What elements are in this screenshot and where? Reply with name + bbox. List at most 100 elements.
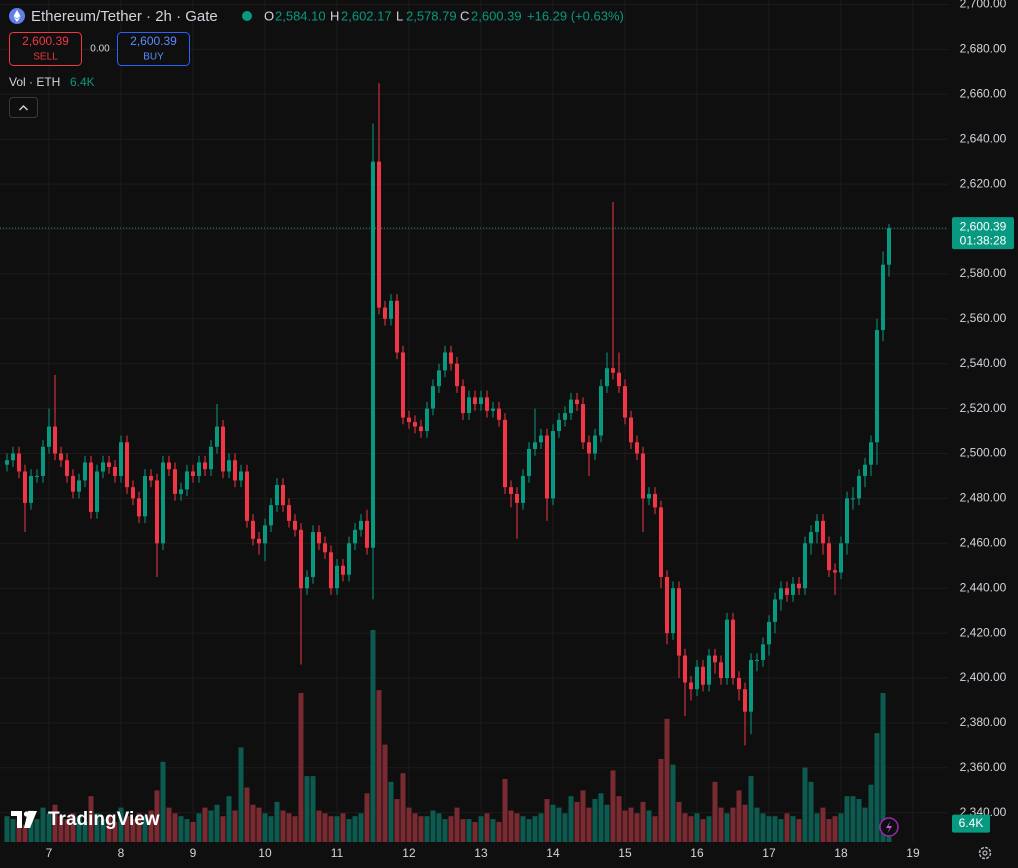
candle-body [436, 370, 441, 387]
volume-bar [22, 824, 28, 842]
volume-bar [304, 776, 310, 842]
collapse-button[interactable] [9, 97, 38, 118]
volume-bar [670, 764, 676, 842]
candle-body [658, 507, 663, 577]
candle-body [262, 525, 267, 544]
x-tick-label: 12 [402, 846, 416, 860]
volume-bar [232, 810, 238, 842]
volume-bar [544, 799, 550, 842]
volume-bar [46, 813, 52, 842]
volume-bar [28, 810, 34, 842]
volume-bar [52, 804, 58, 842]
sell-box[interactable] [9, 32, 82, 66]
volume-bar [730, 807, 736, 842]
volume-bar [562, 813, 568, 842]
volume-bar [598, 793, 604, 842]
sell-button[interactable]: 2,600.39 SELL [9, 32, 82, 66]
candle-body [694, 666, 699, 690]
buy-price[interactable]: 2,600.39 [130, 34, 177, 48]
spread: 0.00 [90, 44, 110, 55]
gear-hub[interactable] [982, 850, 988, 856]
volume-bar [142, 816, 148, 842]
volume-bar [322, 813, 328, 842]
volume-bar [484, 813, 490, 842]
candle-body [844, 498, 849, 544]
volume-bar [256, 807, 262, 842]
candle-body [466, 397, 471, 414]
volume-bar [460, 819, 466, 842]
candle-body [64, 460, 69, 476]
volume-bar [844, 796, 850, 842]
volume-bar [112, 821, 118, 842]
candle-body [166, 462, 171, 470]
candle-body [292, 520, 297, 530]
buy-label[interactable]: BUY [143, 52, 164, 63]
candle-body [184, 471, 189, 490]
volume-bar [220, 816, 226, 842]
symbol-title[interactable]: Ethereum/Tether · 2h · Gate [31, 8, 218, 25]
candle-body [88, 462, 93, 512]
sell-label[interactable]: SELL [33, 52, 58, 63]
candle-body [574, 399, 579, 405]
volume-bar [388, 781, 394, 842]
candle-body [130, 487, 135, 499]
volume-bar [514, 813, 520, 842]
gear[interactable] [978, 846, 992, 860]
x-tick-label: 9 [190, 846, 197, 860]
candle-body [28, 475, 33, 503]
candle-body [802, 543, 807, 589]
candle-body [286, 505, 291, 521]
candle-body [706, 655, 711, 685]
candle-body [718, 662, 723, 679]
volume-bar [394, 799, 400, 842]
volume-bar [292, 816, 298, 842]
candle-body [268, 505, 273, 526]
candle-body [442, 352, 447, 371]
volume-bar [490, 819, 496, 842]
candle-body [622, 386, 627, 418]
candle-body [214, 426, 219, 447]
candle-body [280, 484, 285, 506]
candle-body [766, 621, 771, 645]
y-tick-label: 2,460.00 [960, 535, 1007, 549]
candle-body [874, 330, 879, 443]
collapse-box[interactable] [9, 97, 38, 118]
volume-bar [40, 807, 46, 842]
candle-body [400, 352, 405, 418]
lightning-button[interactable] [879, 817, 899, 837]
volume-bar [214, 804, 220, 842]
settings-button[interactable] [978, 846, 992, 860]
candle-body [532, 442, 537, 450]
volume-bar [298, 693, 304, 842]
volume-bar [412, 813, 418, 842]
volume-bar [310, 776, 316, 842]
sell-price[interactable]: 2,600.39 [22, 34, 69, 48]
volume-bar [868, 784, 874, 842]
volume-bar [382, 744, 388, 842]
volume-bar [34, 819, 40, 842]
x-tick-label: 18 [834, 846, 848, 860]
volume-bar [184, 819, 190, 842]
candle-body [364, 520, 369, 548]
lightning-bolt[interactable] [886, 821, 892, 833]
candle-body [142, 475, 147, 517]
volume-bar [718, 807, 724, 842]
candle-body [502, 419, 507, 488]
volume-bar [148, 810, 154, 842]
volume-bar [202, 807, 208, 842]
candle-body [52, 426, 57, 454]
candle-body [604, 368, 609, 387]
volume-bar [334, 816, 340, 842]
chevron[interactable] [19, 105, 28, 111]
candle-body [454, 363, 459, 387]
market-status[interactable] [242, 11, 252, 21]
y-tick-label: 2,520.00 [960, 401, 1007, 415]
buy-box[interactable] [117, 32, 190, 66]
candle-body [190, 471, 195, 476]
candle-body [724, 619, 729, 679]
candle-body [82, 462, 87, 481]
x-tick-label: 7 [46, 846, 53, 860]
volume-bar [682, 813, 688, 842]
buy-button[interactable]: 2,600.39 BUY [117, 32, 190, 66]
x-tick-label: 19 [906, 846, 920, 860]
